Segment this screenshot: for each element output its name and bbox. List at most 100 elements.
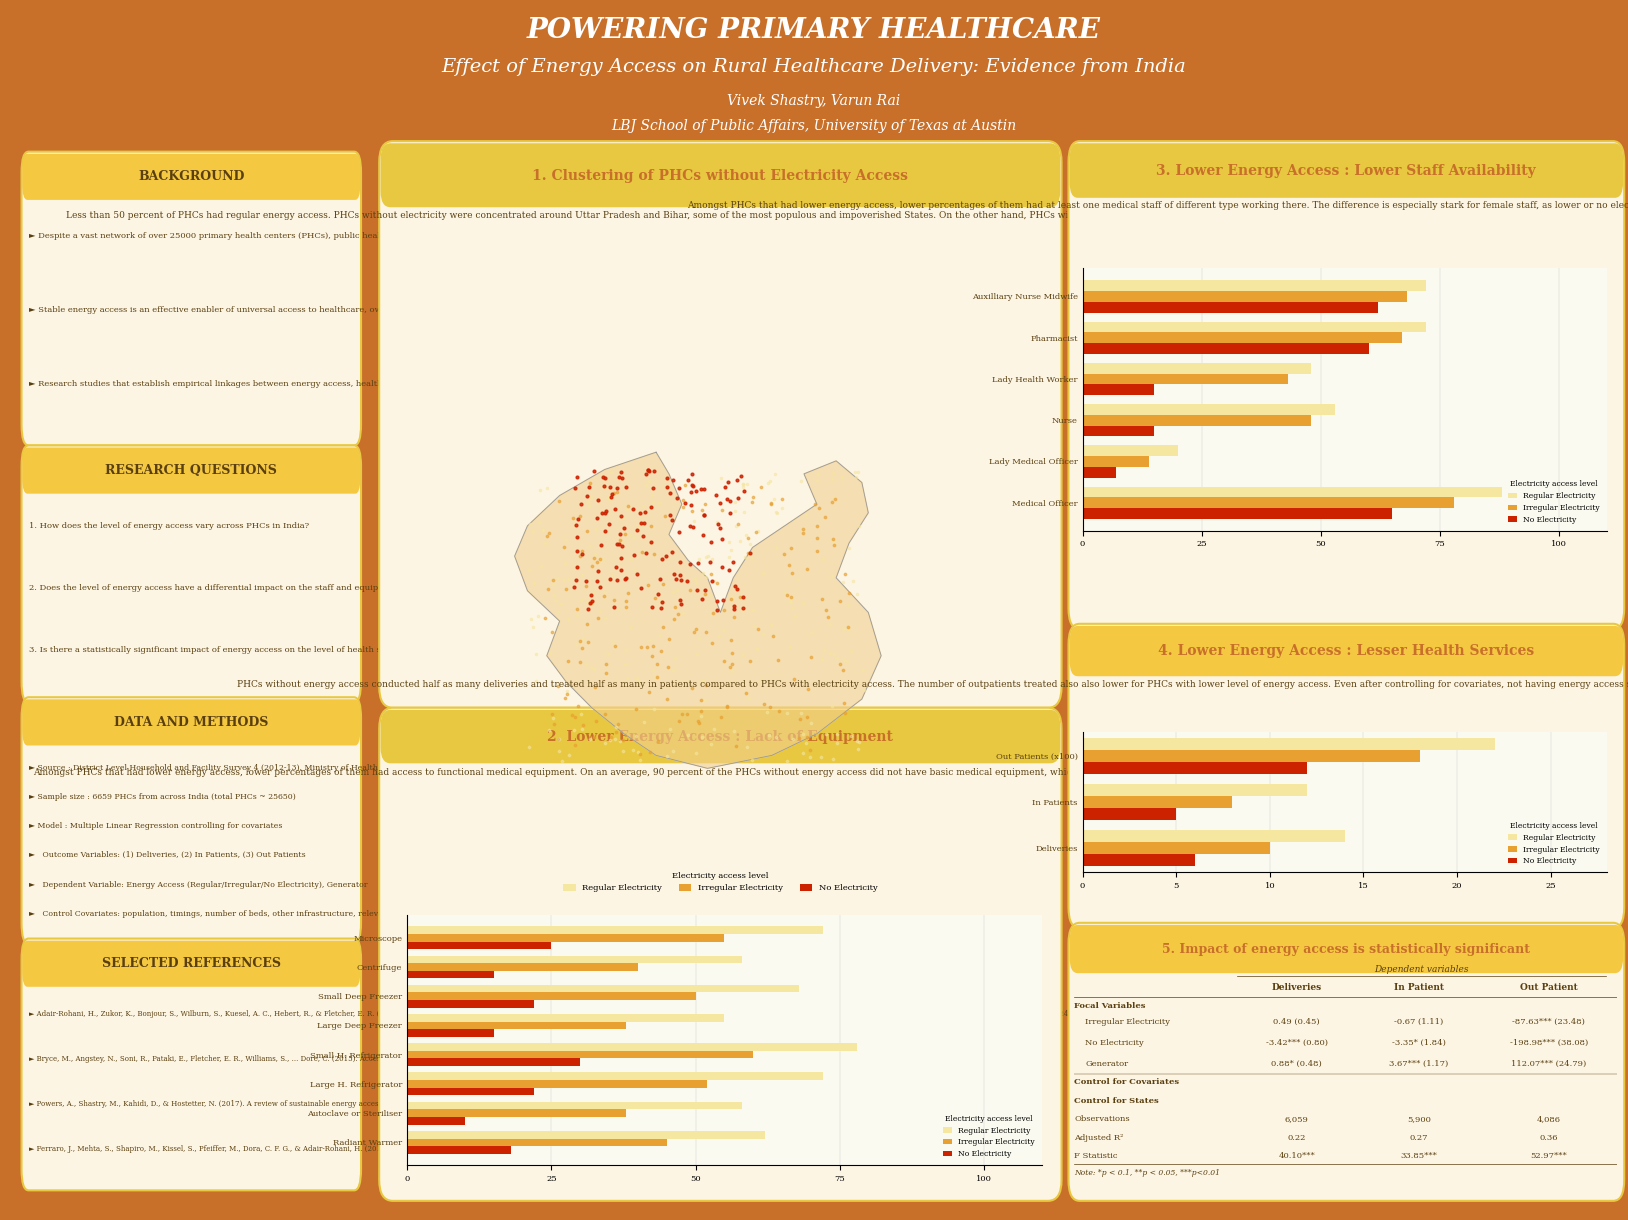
Point bbox=[552, 553, 578, 572]
Point bbox=[715, 697, 741, 716]
Point bbox=[809, 589, 835, 609]
Point bbox=[612, 654, 638, 673]
Point bbox=[698, 564, 724, 583]
Point bbox=[684, 743, 710, 762]
Point bbox=[518, 609, 544, 628]
Text: Less than 50 percent of PHCs had regular energy access. PHCs without electricity: Less than 50 percent of PHCs had regular… bbox=[67, 211, 1374, 221]
Point bbox=[601, 590, 627, 610]
Text: -198.98*** (38.08): -198.98*** (38.08) bbox=[1509, 1038, 1587, 1047]
Point bbox=[765, 650, 791, 670]
Point bbox=[628, 637, 654, 656]
Point bbox=[751, 625, 777, 644]
Text: LBJ School of Public Affairs, University of Texas at Austin: LBJ School of Public Affairs, University… bbox=[612, 120, 1016, 133]
Bar bbox=[1083, 830, 1345, 842]
Text: 2. Does the level of energy access have a differential impact on the staff and e: 2. Does the level of energy access have … bbox=[29, 583, 490, 592]
Point bbox=[785, 569, 811, 588]
Point bbox=[610, 508, 637, 527]
Point bbox=[648, 592, 674, 611]
Text: Observations: Observations bbox=[1074, 1115, 1130, 1124]
Point bbox=[778, 593, 804, 612]
Point bbox=[819, 566, 845, 586]
Point bbox=[682, 573, 708, 593]
Polygon shape bbox=[514, 453, 881, 769]
Text: DATA AND METHODS: DATA AND METHODS bbox=[114, 716, 269, 728]
Point bbox=[734, 475, 760, 494]
Text: Amongst PHCs that had lower energy access, lower percentages of them had at leas: Amongst PHCs that had lower energy acces… bbox=[687, 201, 1628, 210]
Point bbox=[716, 503, 742, 522]
Point bbox=[788, 709, 814, 728]
Point bbox=[604, 558, 630, 577]
Text: 3. Is there a statistically significant impact of energy access on the level of : 3. Is there a statistically significant … bbox=[29, 645, 493, 654]
Point bbox=[689, 727, 715, 747]
Point bbox=[835, 620, 861, 639]
Point bbox=[606, 715, 632, 734]
Point bbox=[832, 565, 858, 584]
Point bbox=[635, 460, 661, 479]
Point bbox=[705, 515, 731, 534]
Bar bbox=[1083, 508, 1392, 518]
Point bbox=[707, 493, 733, 512]
Point bbox=[843, 584, 869, 604]
Text: 40.10***: 40.10*** bbox=[1278, 1153, 1315, 1160]
Point bbox=[562, 478, 588, 498]
Point bbox=[620, 741, 646, 760]
Point bbox=[529, 556, 555, 576]
Point bbox=[809, 649, 835, 669]
Point bbox=[643, 654, 669, 673]
Point bbox=[547, 594, 573, 614]
Text: 0.22: 0.22 bbox=[1288, 1133, 1306, 1142]
Point bbox=[630, 526, 656, 545]
Point bbox=[625, 675, 651, 694]
Point bbox=[737, 651, 764, 671]
Point bbox=[663, 598, 689, 617]
Text: SELECTED REFERENCES: SELECTED REFERENCES bbox=[103, 958, 280, 970]
Text: Control for Covariates: Control for Covariates bbox=[1074, 1078, 1180, 1086]
Point bbox=[635, 682, 661, 701]
Point bbox=[661, 610, 687, 630]
Point bbox=[723, 737, 749, 756]
Point bbox=[549, 752, 575, 771]
Point bbox=[646, 493, 672, 512]
Point bbox=[584, 571, 610, 590]
Legend: Regular Electricity, Irregular Electricity, No Electricity: Regular Electricity, Irregular Electrici… bbox=[1504, 819, 1604, 869]
Point bbox=[739, 548, 765, 567]
Point bbox=[589, 503, 615, 522]
Point bbox=[830, 694, 856, 714]
Point bbox=[593, 733, 619, 753]
Point bbox=[565, 527, 591, 547]
Point bbox=[578, 586, 604, 605]
Point bbox=[838, 640, 864, 660]
Point bbox=[790, 518, 816, 538]
Text: Out Patient: Out Patient bbox=[1521, 983, 1578, 992]
Bar bbox=[1083, 808, 1177, 820]
Text: 112.07*** (24.79): 112.07*** (24.79) bbox=[1511, 1060, 1586, 1068]
Point bbox=[641, 667, 667, 687]
Point bbox=[768, 499, 794, 518]
Point bbox=[637, 742, 663, 761]
Text: 33.85***: 33.85*** bbox=[1400, 1153, 1438, 1160]
Point bbox=[658, 505, 684, 525]
Point bbox=[835, 538, 861, 558]
Point bbox=[692, 691, 718, 710]
Point bbox=[545, 603, 571, 622]
Point bbox=[734, 737, 760, 756]
Point bbox=[615, 583, 641, 603]
Point bbox=[822, 644, 848, 664]
Point bbox=[692, 671, 718, 691]
Point bbox=[804, 528, 830, 548]
FancyBboxPatch shape bbox=[23, 941, 360, 987]
Point bbox=[596, 515, 622, 534]
Point bbox=[835, 595, 861, 615]
Point bbox=[640, 636, 666, 655]
Point bbox=[736, 534, 762, 554]
Point bbox=[597, 462, 624, 482]
Point bbox=[702, 720, 728, 739]
Point bbox=[565, 599, 591, 619]
Point bbox=[811, 508, 837, 527]
FancyBboxPatch shape bbox=[1070, 925, 1623, 974]
Bar bbox=[407, 1043, 858, 1050]
Point bbox=[804, 540, 830, 560]
Point bbox=[690, 526, 716, 545]
Point bbox=[816, 608, 842, 627]
Point bbox=[700, 571, 726, 590]
